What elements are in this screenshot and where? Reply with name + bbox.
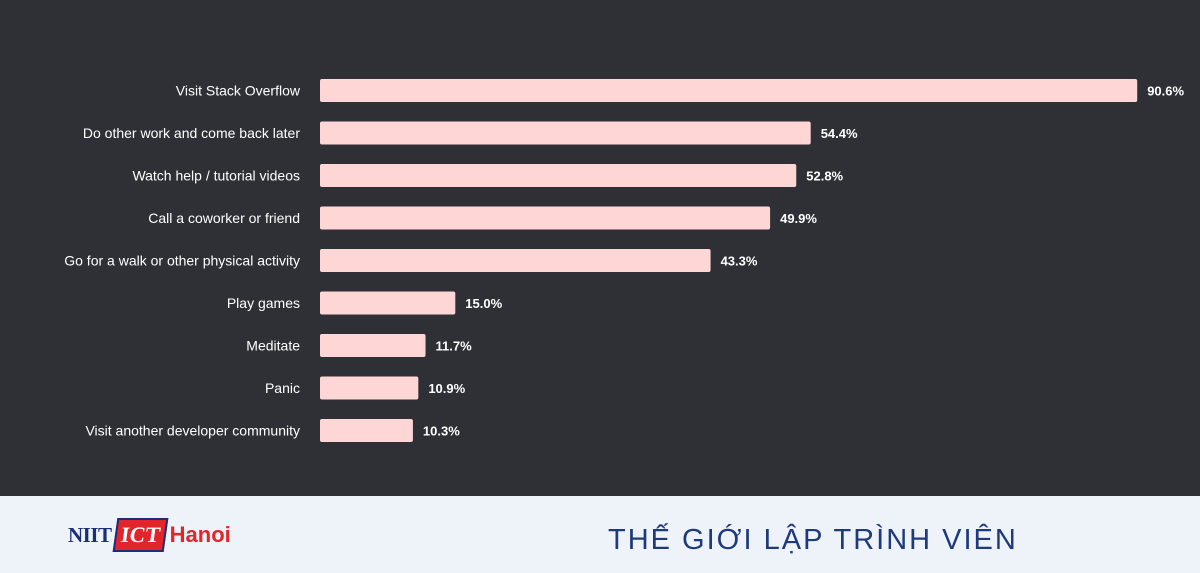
niit-ict-hanoi-logo: NIIT ICT Hanoi <box>68 515 231 555</box>
bar <box>320 291 456 315</box>
value-label: 49.9% <box>780 211 817 226</box>
logo-hanoi-text: Hanoi <box>169 522 231 547</box>
footer-tagline: THẾ GIỚI LẬP TRÌNH VIÊN <box>608 524 1018 556</box>
bar <box>320 419 413 442</box>
value-label: 90.6% <box>1147 84 1184 99</box>
bar <box>320 121 811 145</box>
value-label: 15.0% <box>465 296 502 311</box>
value-label: 43.3% <box>721 254 758 269</box>
bar <box>320 79 1138 102</box>
value-label: 11.7% <box>436 339 473 354</box>
value-label: 10.9% <box>428 381 465 396</box>
category-label: Panic <box>265 380 300 396</box>
value-label: 10.3% <box>423 424 460 439</box>
bar <box>320 376 419 400</box>
footer-banner <box>0 496 1200 573</box>
bar <box>320 206 771 230</box>
logo-niit-text: NIIT <box>68 522 112 547</box>
category-label: Visit another developer community <box>85 423 300 439</box>
bar <box>320 249 711 272</box>
bar-chart: Visit Stack Overflow 90.6% Do other work a… <box>64 79 1185 442</box>
category-label: Go for a walk or other physical activity <box>64 253 300 269</box>
chart-area: Visit Stack Overflow 90.6% Do other work a… <box>64 79 1185 442</box>
value-label: 54.4% <box>821 126 858 141</box>
logo-ict-text: ICT <box>112 518 169 552</box>
category-label: Watch help / tutorial videos <box>132 168 300 184</box>
category-label: Meditate <box>246 338 300 354</box>
category-label: Call a coworker or friend <box>148 210 300 226</box>
category-label: Do other work and come back later <box>83 125 300 141</box>
category-label: Play games <box>227 295 300 311</box>
bar <box>320 334 426 357</box>
category-label: Visit Stack Overflow <box>176 83 301 99</box>
value-label: 52.8% <box>806 169 843 184</box>
bar <box>320 164 797 187</box>
